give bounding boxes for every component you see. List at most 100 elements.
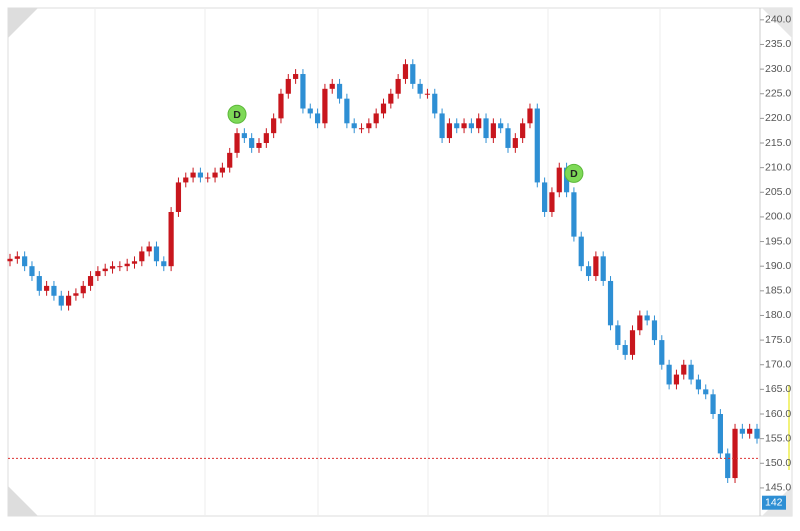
candle-body bbox=[490, 123, 496, 139]
candle-body bbox=[271, 118, 277, 134]
y-tick-label: 200.0 bbox=[765, 211, 791, 223]
candle-body bbox=[571, 192, 577, 237]
candle-body bbox=[227, 152, 233, 168]
y-tick-label: 205.0 bbox=[765, 186, 791, 198]
candle-body bbox=[351, 123, 357, 129]
candle-body bbox=[131, 261, 138, 264]
dividend-marker bbox=[564, 163, 584, 183]
corner bbox=[8, 486, 38, 516]
candle-body bbox=[410, 64, 416, 84]
y-tick-label: 175.0 bbox=[765, 334, 791, 346]
candle-body bbox=[300, 74, 306, 109]
candle-body bbox=[344, 98, 350, 124]
candle-body bbox=[607, 280, 614, 326]
candle-body bbox=[219, 167, 225, 173]
y-tick-label: 155.0 bbox=[765, 432, 791, 444]
candle-body bbox=[234, 133, 240, 153]
candle-body bbox=[307, 108, 313, 114]
candle-body bbox=[256, 143, 262, 148]
candle-body bbox=[600, 256, 606, 281]
y-tick-label: 185.0 bbox=[765, 285, 791, 297]
candle-body bbox=[22, 256, 28, 267]
candle-body bbox=[622, 345, 628, 355]
candle-body bbox=[109, 266, 116, 269]
candle-body bbox=[688, 364, 694, 380]
candle-body bbox=[644, 315, 650, 321]
candle-body bbox=[432, 93, 438, 114]
y-tick-label: 235.0 bbox=[765, 38, 791, 50]
candle-body bbox=[336, 83, 343, 99]
candle-body bbox=[139, 251, 145, 262]
candle-body bbox=[754, 428, 760, 439]
candle-body bbox=[285, 78, 291, 94]
corner bbox=[762, 8, 792, 38]
candle-body bbox=[197, 172, 204, 178]
candle-body bbox=[424, 93, 431, 95]
y-tick-label: 150.0 bbox=[765, 457, 791, 469]
candle-body bbox=[44, 285, 50, 291]
y-tick-label: 170.0 bbox=[765, 359, 791, 371]
candle-body bbox=[681, 364, 687, 375]
candle-body bbox=[249, 138, 255, 148]
candle-body bbox=[124, 263, 130, 267]
y-tick-label: 195.0 bbox=[765, 235, 791, 247]
candle-body bbox=[556, 167, 562, 193]
y-tick-label: 230.0 bbox=[765, 63, 791, 75]
candle-body bbox=[637, 315, 643, 331]
candle-body bbox=[7, 258, 13, 262]
candle-body bbox=[732, 428, 738, 479]
y-tick-label: 180.0 bbox=[765, 309, 791, 321]
candle-body bbox=[476, 118, 482, 129]
candle-body bbox=[527, 108, 533, 124]
candle-body bbox=[629, 330, 636, 355]
candle-body bbox=[373, 113, 379, 124]
candle-body bbox=[454, 123, 460, 129]
candle-body bbox=[175, 182, 182, 212]
candle-body bbox=[161, 261, 167, 267]
candle-body bbox=[87, 276, 94, 286]
candle-body bbox=[651, 320, 658, 341]
candle-body bbox=[58, 295, 64, 306]
candle-body bbox=[73, 293, 79, 296]
dividend-marker bbox=[227, 104, 247, 124]
candle-body bbox=[395, 78, 401, 94]
candle-body bbox=[417, 83, 423, 94]
candle-body bbox=[703, 389, 709, 395]
candle-body bbox=[29, 266, 35, 277]
candle-body bbox=[205, 177, 211, 179]
candle-body bbox=[534, 108, 540, 183]
candle-body bbox=[725, 453, 731, 479]
candle-body bbox=[146, 246, 152, 252]
candle-body bbox=[117, 266, 123, 268]
candle-body bbox=[468, 123, 474, 129]
candle-body bbox=[512, 138, 518, 148]
candle-body bbox=[278, 93, 284, 119]
candle-body bbox=[446, 123, 453, 139]
candle-body bbox=[673, 374, 680, 385]
candle-body bbox=[190, 172, 196, 178]
candle-body bbox=[51, 285, 57, 296]
candle-body bbox=[380, 103, 387, 114]
candle-body bbox=[358, 128, 365, 130]
candle-body bbox=[153, 246, 160, 262]
dividend-label: D bbox=[233, 109, 241, 121]
y-tick-label: 220.0 bbox=[765, 112, 791, 124]
candle-body bbox=[695, 379, 702, 390]
candle-body bbox=[439, 113, 445, 139]
plot: 145.0 150.0 155.0 160.0 165.0 170.0 175.0 180.0… bbox=[7, 14, 791, 510]
y-tick-label: 215.0 bbox=[765, 137, 791, 149]
candle-body bbox=[717, 414, 723, 454]
candle-body bbox=[666, 364, 672, 385]
candle-body bbox=[739, 428, 745, 434]
last-price-label: 142 bbox=[765, 496, 783, 508]
candle-body bbox=[549, 192, 555, 212]
candle-body bbox=[747, 428, 753, 434]
candle-body bbox=[322, 88, 328, 124]
candle-body bbox=[314, 113, 321, 124]
last-price-box bbox=[762, 495, 786, 510]
candle-body bbox=[563, 167, 570, 193]
candle-body bbox=[14, 256, 20, 259]
candle-body bbox=[483, 118, 489, 139]
candle-body bbox=[263, 133, 269, 144]
